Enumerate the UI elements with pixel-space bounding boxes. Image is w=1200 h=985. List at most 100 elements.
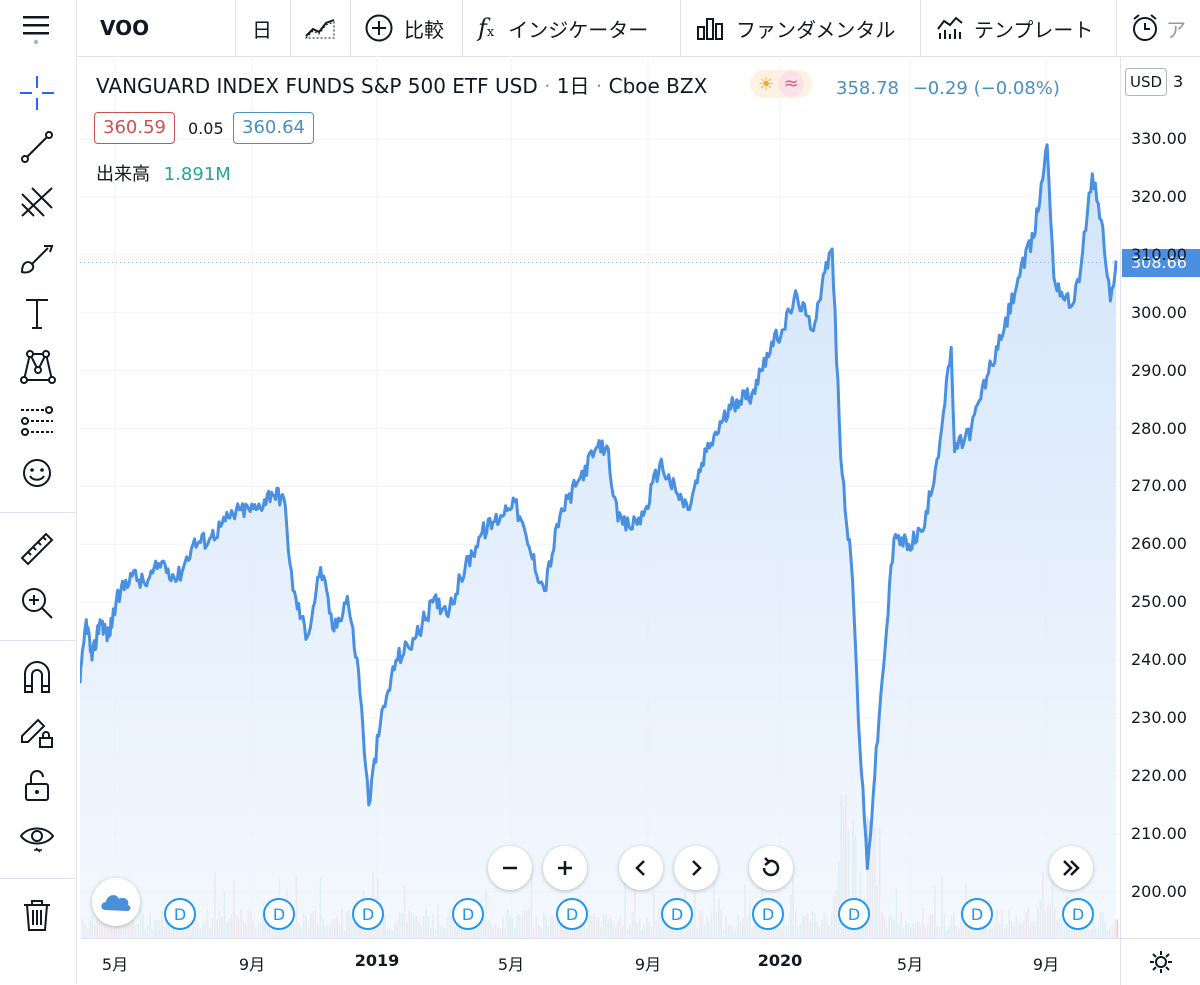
volume-bar (1116, 919, 1118, 938)
templates-label: テンプレート (974, 17, 1094, 42)
alert-label: ア (1166, 17, 1186, 42)
partial-tick-label: 3 (1173, 72, 1184, 91)
sun-icon: ☀ (758, 73, 775, 95)
dividend-marker[interactable]: D (352, 898, 384, 930)
price-chart[interactable] (80, 56, 1120, 938)
price-tick-label: 290.00 (1131, 360, 1187, 380)
dividend-marker[interactable]: D (452, 898, 484, 930)
settings-button[interactable] (1120, 938, 1200, 985)
volume-label: 出来高 (96, 164, 150, 185)
price-tick-label: 280.00 (1131, 418, 1187, 438)
alert-button[interactable]: ア (1130, 0, 1186, 56)
scroll-to-realtime-button[interactable] (1049, 846, 1093, 890)
currency-badge[interactable]: USD (1125, 68, 1167, 96)
ruler-icon[interactable] (18, 530, 56, 568)
legend-exchange: Cboe BZX (608, 74, 708, 98)
price-tick-label: 220.00 (1131, 765, 1187, 785)
time-tick-label: 5月 (896, 955, 924, 974)
dividend-marker[interactable]: D (661, 898, 693, 930)
time-tick-label: 9月 (1032, 955, 1060, 974)
volume-value: 1.891M (163, 164, 231, 185)
symbol-title: VANGUARD INDEX FUNDS S&P 500 ETF USD (96, 74, 538, 98)
lock-drawings-icon[interactable] (18, 712, 56, 750)
price-change: −0.29 (−0.08%) (912, 78, 1060, 99)
cloud-icon (101, 895, 131, 911)
brush-icon[interactable] (18, 240, 56, 278)
templates-button[interactable]: テンプレート (936, 0, 1093, 56)
price-tick-label: 330.00 (1131, 129, 1187, 148)
minus-icon (503, 866, 517, 870)
indicators-label: インジケーター (508, 17, 649, 42)
spread-value: 0.05 (188, 119, 224, 138)
indicators-button[interactable]: fx インジケーター (478, 0, 648, 56)
top-toolbar: VOO 日 比較 fx インジケーター ファンダメンタル テ (0, 0, 1200, 57)
last-price: 358.78 (836, 78, 899, 99)
eye-icon[interactable] (18, 818, 56, 856)
price-tick-label: 200.00 (1131, 881, 1187, 901)
last-price-info: 358.78 −0.29 (−0.08%) (836, 78, 1060, 99)
delayed-icon: ≈ (778, 71, 805, 97)
plus-icon (558, 861, 572, 875)
price-tick-label: 270.00 (1131, 476, 1187, 496)
time-tick-label: 9月 (634, 955, 662, 974)
bid-price-box[interactable]: 360.59 (94, 112, 175, 144)
price-tick-label: 240.00 (1131, 650, 1187, 670)
pattern-icon[interactable] (18, 348, 56, 386)
dividend-marker[interactable]: D (838, 898, 870, 930)
trash-icon[interactable] (18, 896, 56, 934)
dividend-marker[interactable]: D (961, 898, 993, 930)
smiley-icon[interactable] (18, 454, 56, 492)
chart-type-button[interactable] (304, 0, 336, 56)
bar-chart-icon (697, 18, 723, 40)
pitchfork-icon[interactable] (18, 184, 56, 222)
cloud-button[interactable] (92, 878, 140, 926)
trend-line-icon[interactable] (18, 128, 56, 166)
time-axis[interactable]: 5月 9月 2019 5月 9月 2020 5月 9月 (80, 938, 1120, 985)
zoom-in-button[interactable] (543, 846, 587, 890)
price-tick-label: 320.00 (1131, 186, 1187, 206)
symbol-search-button[interactable]: VOO (100, 16, 150, 40)
text-tool-icon[interactable] (18, 294, 56, 332)
price-tick-label: 250.00 (1131, 592, 1187, 612)
scroll-right-button[interactable] (674, 846, 718, 890)
zoom-out-button[interactable] (488, 846, 532, 890)
chevron-right-icon (692, 860, 702, 876)
prediction-icon[interactable] (18, 402, 56, 440)
time-tick-label: 5月 (497, 955, 525, 974)
price-axis[interactable]: USD 3 308.66 330.00 320.00 310.00 300.00 290… (1120, 56, 1200, 938)
dividend-marker[interactable]: D (164, 898, 196, 930)
fundamentals-button[interactable]: ファンダメンタル (696, 0, 895, 56)
price-area-fill (80, 144, 1116, 938)
magnet-icon[interactable] (18, 658, 56, 696)
price-tick-label: 310.00 (1131, 244, 1187, 264)
dividend-marker[interactable]: D (556, 898, 588, 930)
reset-chart-button[interactable] (749, 846, 793, 890)
interval-button[interactable]: 日 (252, 17, 272, 42)
market-status-badge[interactable]: ☀ ≈ (750, 70, 812, 98)
plus-circle-icon (365, 14, 393, 42)
menu-icon[interactable] (14, 0, 58, 56)
dividend-marker[interactable]: D (752, 898, 784, 930)
volume-legend: 出来高 1.891M (96, 160, 231, 186)
price-tick-label: 210.00 (1131, 823, 1187, 843)
dividend-marker[interactable]: D (1062, 898, 1094, 930)
unlock-icon[interactable] (18, 766, 56, 804)
time-tick-label: 5月 (101, 955, 129, 974)
chevron-left-icon (635, 860, 645, 876)
hamburger-icon (23, 16, 49, 45)
price-tick-label: 260.00 (1131, 534, 1187, 554)
compare-label: 比較 (404, 17, 444, 42)
time-tick-label: 2019 (354, 951, 400, 970)
crosshair-icon[interactable] (18, 74, 56, 112)
fundamentals-label: ファンダメンタル (736, 17, 896, 42)
price-line (80, 143, 1118, 870)
time-tick-label: 9月 (238, 955, 266, 974)
gear-icon (1150, 951, 1172, 973)
scroll-left-button[interactable] (619, 846, 663, 890)
zoom-in-icon[interactable] (18, 584, 56, 622)
area-chart-icon (304, 19, 335, 39)
compare-button[interactable]: 比較 (364, 0, 444, 56)
dividend-marker[interactable]: D (263, 898, 295, 930)
reset-icon (762, 857, 780, 877)
ask-price-box[interactable]: 360.64 (233, 112, 314, 144)
